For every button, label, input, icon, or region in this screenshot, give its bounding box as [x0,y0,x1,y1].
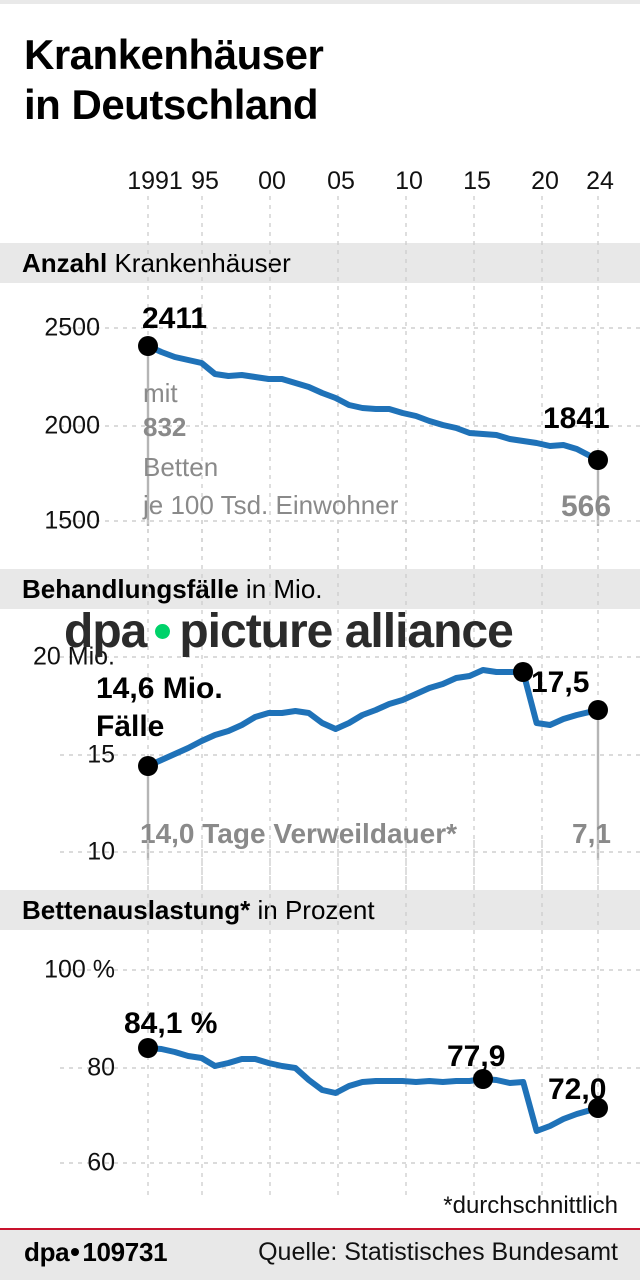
callout-faelle-start-line2: Fälle [96,710,165,743]
chart-anzahl-krankenhaeuser [0,196,640,556]
section-title-bettenauslastung-rest: in Prozent [250,895,375,925]
marker-start-anzahl [138,336,158,356]
vertical-gridlines [147,196,599,556]
y-tick-auslastung-60: 60 [87,1148,115,1177]
section-title-behandlungsfaelle-bold: Behandlungsfälle [22,574,239,604]
section-title-anzahl-bold: Anzahl [22,248,108,278]
annotation-anzahl-je-100-tsd: je 100 Tsd. Einwohner [143,490,399,520]
annotation-verweildauer-right: 7,1 [572,818,611,849]
callout-anzahl-start: 2411 [142,302,208,335]
section-title-anzahl: Anzahl Krankenhäuser [22,248,291,279]
series-line-anzahl [145,343,601,463]
x-tick-20: 20 [531,167,559,195]
series-line-bettenauslastung [145,1045,601,1134]
marker-mid-bettenauslastung [473,1069,493,1089]
annotation-verweildauer-left: 14,0 Tage Verweildauer* [140,818,457,849]
y-tick-faelle-20: 20 Mio. [33,642,115,671]
footer-id-number: 109731 [82,1237,168,1267]
marker-droplines [146,710,600,860]
y-tick-auslastung-100: 100 % [44,955,115,984]
x-tick-24: 24 [586,167,614,195]
marker-peak-behandlungsfaelle [513,662,533,682]
marker-end-behandlungsfaelle [588,700,608,720]
chart-bettenauslastung-svg [60,840,640,1200]
marker-end-anzahl [588,450,608,470]
x-axis-year-labels: 1991 95 00 05 10 15 20 24 [0,167,640,197]
marker-start-behandlungsfaelle [138,756,158,776]
top-divider [0,0,640,4]
annotation-anzahl-832: 832 [143,412,187,442]
marker-start-bettenauslastung [138,1038,158,1058]
x-tick-15: 15 [463,167,491,195]
callout-anzahl-beds-per-100k: 566 [561,490,612,523]
callout-faelle-start: 14,6 Mio. [96,672,223,705]
marker-droplines [146,346,600,526]
y-tick-anzahl-1500: 1500 [44,506,100,535]
chart-behandlungsfaelle [0,520,640,890]
callout-auslastung-end: 72,0 [548,1073,607,1106]
footer-bullet-icon [71,1248,80,1257]
footer-bar [0,1228,640,1280]
section-title-behandlungsfaelle: Behandlungsfälle in Mio. [22,574,323,605]
callout-faelle-end: 17,5 [531,666,590,699]
annotation-anzahl-betten: Betten [143,452,219,482]
y-tick-anzahl-2500: 2500 [44,313,100,342]
footer-source: Quelle: Statistisches Bundesamt [258,1238,618,1266]
page-title: Krankenhäuser in Deutschland [24,30,584,130]
callout-anzahl-end: 1841 [543,402,610,435]
footnote-durchschnittlich: *durchschnittlich [443,1192,618,1219]
section-title-bettenauslastung: Bettenauslastung* in Prozent [22,895,375,926]
x-tick-05: 05 [327,167,355,195]
title-line-2: in Deutschland [24,81,319,128]
y-tick-faelle-10: 10 [87,837,115,866]
section-header-anzahl [0,243,640,283]
vertical-gridlines [147,840,599,1200]
section-header-bettenauslastung [0,890,640,930]
x-tick-00: 00 [258,167,286,195]
horizontal-gridlines [60,969,640,1164]
callout-auslastung-start: 84,1 % [124,1007,218,1040]
section-title-behandlungsfaelle-rest: in Mio. [238,574,323,604]
x-tick-10: 10 [395,167,423,195]
footer-dpa-prefix: dpa [24,1237,70,1267]
y-tick-anzahl-2000: 2000 [44,411,100,440]
chart-bettenauslastung [0,840,640,1200]
chart-anzahl-svg [60,196,640,556]
footer-dpa-id: dpa 109731 [24,1237,168,1268]
horizontal-gridlines [60,656,640,853]
marker-end-bettenauslastung [588,1098,608,1118]
x-tick-95: 95 [191,167,219,195]
y-tick-auslastung-80: 80 [87,1053,115,1082]
callout-auslastung-mid: 77,9 [447,1040,506,1073]
annotation-anzahl-mit: mit [143,378,178,408]
x-tick-1991: 1991 [127,167,183,195]
section-title-bettenauslastung-bold: Bettenauslastung* [22,895,251,925]
title-line-1: Krankenhäuser [24,31,324,78]
horizontal-gridlines [60,327,640,522]
y-tick-faelle-15: 15 [87,740,115,769]
chart-behandlungsfaelle-svg [60,520,640,890]
section-header-behandlungsfaelle [0,569,640,609]
